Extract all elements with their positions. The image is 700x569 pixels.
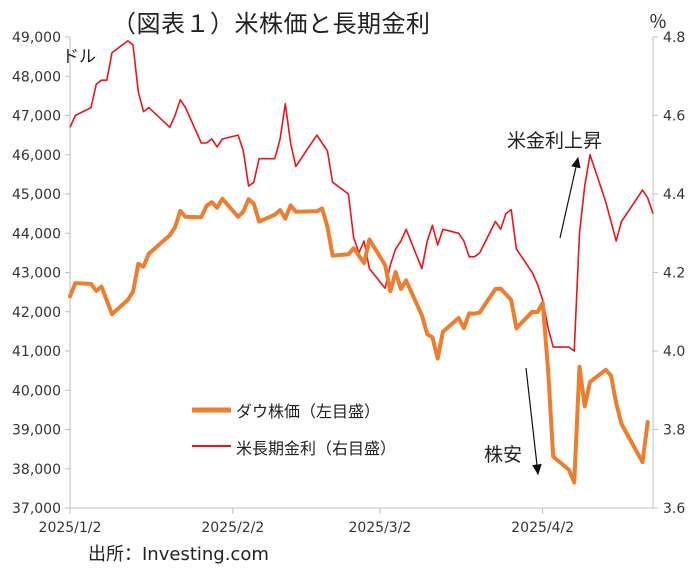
y-left-tick-label: 39,000 <box>12 423 61 439</box>
y-left-tick-label: 37,000 <box>12 501 61 517</box>
y-left-tick-label: 48,000 <box>12 69 61 85</box>
legend-label-dow: ダウ株価（左目盛） <box>236 402 381 421</box>
y-right-tick-label: 4.4 <box>663 187 685 203</box>
y-left-tick-label: 41,000 <box>12 344 61 360</box>
y-left-tick-label: 47,000 <box>12 109 61 125</box>
y-right-tick-label: 4.6 <box>663 109 685 125</box>
y-right-tick-label: 4.8 <box>663 30 685 46</box>
y-left-tick-label: 42,000 <box>12 305 61 321</box>
y-left-tick-label: 46,000 <box>12 148 61 164</box>
y-right-tick-label: 3.6 <box>663 501 685 517</box>
arrow-stocks-down <box>525 367 542 476</box>
right-axis-unit: ％ <box>649 12 667 33</box>
y-left-tick-label: 45,000 <box>12 187 61 203</box>
x-tick-label: 2025/2/2 <box>201 520 264 536</box>
y-right-tick-label: 3.8 <box>663 423 685 439</box>
y-left-tick-label: 49,000 <box>12 30 61 46</box>
series-line-yield <box>69 40 654 352</box>
series-line-dow <box>68 196 650 485</box>
annotation-stocks-down: 株安 <box>484 444 523 466</box>
y-right-tick-label: 4.2 <box>663 266 685 282</box>
y-left-tick-label: 44,000 <box>12 226 61 242</box>
x-tick-label: 2025/4/2 <box>511 520 574 536</box>
left-axis-unit: ドル <box>62 47 96 67</box>
legend-label-yield: 米長期金利（右目盛） <box>236 439 397 458</box>
source-note: 出所：Investing.com <box>88 544 269 565</box>
chart-title: （図表１）米株価と長期金利 <box>112 10 431 38</box>
y-left-tick-label: 40,000 <box>12 383 61 399</box>
y-left-tick-label: 43,000 <box>12 266 61 282</box>
y-right-tick-label: 4.0 <box>663 344 685 360</box>
arrow-rate-up <box>559 156 581 239</box>
annotation-rate-up: 米金利上昇 <box>507 130 603 152</box>
x-tick-label: 2025/3/2 <box>348 520 411 536</box>
y-left-tick-label: 38,000 <box>12 462 61 478</box>
x-tick-label: 2025/1/2 <box>39 520 102 536</box>
